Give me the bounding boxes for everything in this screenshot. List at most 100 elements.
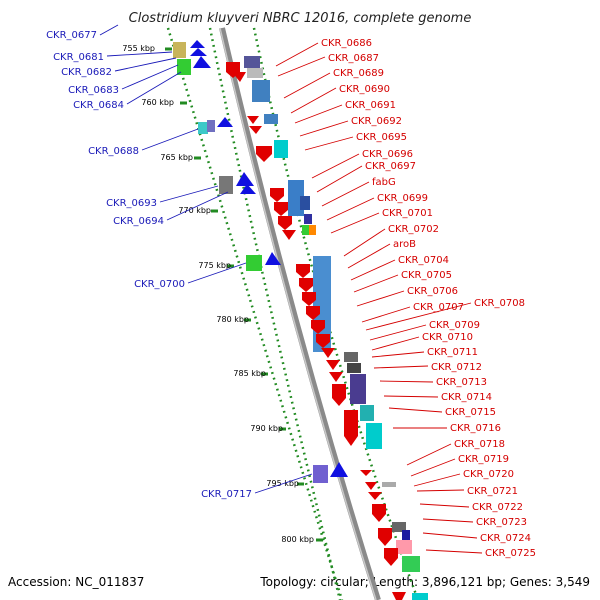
gene-label[interactable]: CKR_0688 [88,146,139,157]
gene-label[interactable]: CKR_0718 [454,439,505,450]
reverse-gene-block [360,405,374,421]
forward-gene-arrow [190,40,205,48]
reverse-gene-arrow [282,230,296,240]
gene-label[interactable]: CKR_0717 [201,489,252,500]
map-title: Clostridium kluyveri NBRC 12016, complet… [129,11,472,26]
gene-label[interactable]: CKR_0693 [106,198,157,209]
reverse-gene-arrow [296,264,310,278]
gene-label[interactable]: CKR_0682 [61,67,112,78]
reverse-gene-arrow [329,372,343,382]
reverse-gene-block [366,423,382,449]
gene-label[interactable]: fabG [372,177,396,188]
gene-label[interactable]: CKR_0701 [382,208,433,219]
leader-line [106,51,173,57]
gene-label[interactable]: CKR_0686 [321,38,372,49]
gene-label[interactable]: CKR_0696 [362,149,413,160]
gene-label[interactable]: CKR_0714 [441,392,492,403]
gene-label[interactable]: CKR_0716 [450,423,501,434]
gene-label[interactable]: CKR_0711 [427,347,478,358]
leader-line [365,302,472,331]
reverse-gene-block [309,225,316,235]
gene-label[interactable]: CKR_0720 [463,469,514,480]
reverse-gene-arrow [249,126,262,134]
forward-gene-block [246,255,262,271]
gene-label[interactable]: CKR_0692 [351,116,402,127]
gene-label[interactable]: CKR_0725 [485,548,536,559]
reverse-gene-arrow [247,116,259,124]
reverse-gene-arrow [332,384,346,406]
gene-label[interactable]: CKR_0677 [46,30,97,41]
gene-label[interactable]: CKR_0691 [345,100,396,111]
gene-label[interactable]: CKR_0713 [436,377,487,388]
leader-line [373,365,429,369]
gene-label[interactable]: CKR_0721 [467,486,518,497]
leader-line [353,274,399,293]
gene-label[interactable]: CKR_0683 [68,85,119,96]
leader-line [99,24,119,36]
leader-line [311,153,360,179]
gene-label[interactable]: CKR_0708 [474,298,525,309]
gene-label[interactable]: CKR_0709 [429,320,480,331]
gene-label[interactable]: CKR_0704 [398,255,449,266]
gene-label[interactable]: CKR_0700 [134,279,185,290]
forward-strand-genes [173,40,348,483]
leader-line [419,503,470,508]
gene-label[interactable]: CKR_0715 [445,407,496,418]
gene-label[interactable]: CKR_0712 [431,362,482,373]
scale-label: 780 kbp [216,315,249,324]
reverse-gene-arrow [326,360,340,370]
reverse-gene-block [300,196,310,210]
scale-ticks [165,47,323,542]
scale-label: 785 kbp [233,369,266,378]
leader-line [410,458,456,477]
gene-label[interactable]: CKR_0694 [113,216,164,227]
reverse-gene-arrow [270,188,284,202]
leader-line [159,185,219,203]
forward-gene-arrow [240,184,256,194]
gene-label[interactable]: CKR_0723 [476,517,527,528]
leader-line [388,407,443,413]
reverse-gene-arrow [306,306,320,320]
leader-line [316,165,363,193]
gene-label[interactable]: CKR_0695 [356,132,407,143]
leader-line [406,443,452,466]
forward-gene-arrow [236,172,254,186]
forward-gene-arrow [193,56,211,68]
gene-label[interactable]: CKR_0699 [377,193,428,204]
gene-label[interactable]: CKR_0710 [422,332,473,343]
gene-label[interactable]: CKR_0689 [333,68,384,79]
scale-label: 770 kbp [178,206,211,215]
reverse-gene-block [382,482,396,487]
gene-label[interactable]: CKR_0705 [401,270,452,281]
gene-label[interactable]: CKR_0697 [365,161,416,172]
gene-label[interactable]: CKR_0719 [458,454,509,465]
gene-label[interactable]: CKR_0687 [328,53,379,64]
gene-label[interactable]: CKR_0702 [388,224,439,235]
reverse-gene-block [264,114,278,124]
leader-line [141,128,199,151]
gene-label[interactable]: aroB [393,239,416,250]
leader-line [350,259,396,281]
gene-label[interactable]: CKR_0722 [472,502,523,513]
gene-label[interactable]: CKR_0706 [407,286,458,297]
dotted-guides [166,27,420,600]
leader-line [290,87,337,114]
gene-label[interactable]: CKR_0724 [480,533,531,544]
leader-line [283,72,331,99]
forward-gene-arrow [330,462,348,477]
scale-label: 765 kbp [160,153,193,162]
leader-line [294,104,343,124]
reverse-gene-arrow [316,334,330,348]
reverse-gene-arrow [278,216,292,230]
gene-label[interactable]: CKR_0707 [413,302,464,313]
gene-label[interactable]: CKR_0690 [339,84,390,95]
right-leader-lines [275,42,483,554]
leader-line [347,243,391,269]
leader-line [416,489,465,492]
reverse-gene-arrow [360,470,372,476]
reverse-gene-arrow [302,292,316,306]
gene-label[interactable]: CKR_0684 [73,100,124,111]
gene-label[interactable]: CKR_0681 [53,52,104,63]
leader-line [166,191,229,221]
